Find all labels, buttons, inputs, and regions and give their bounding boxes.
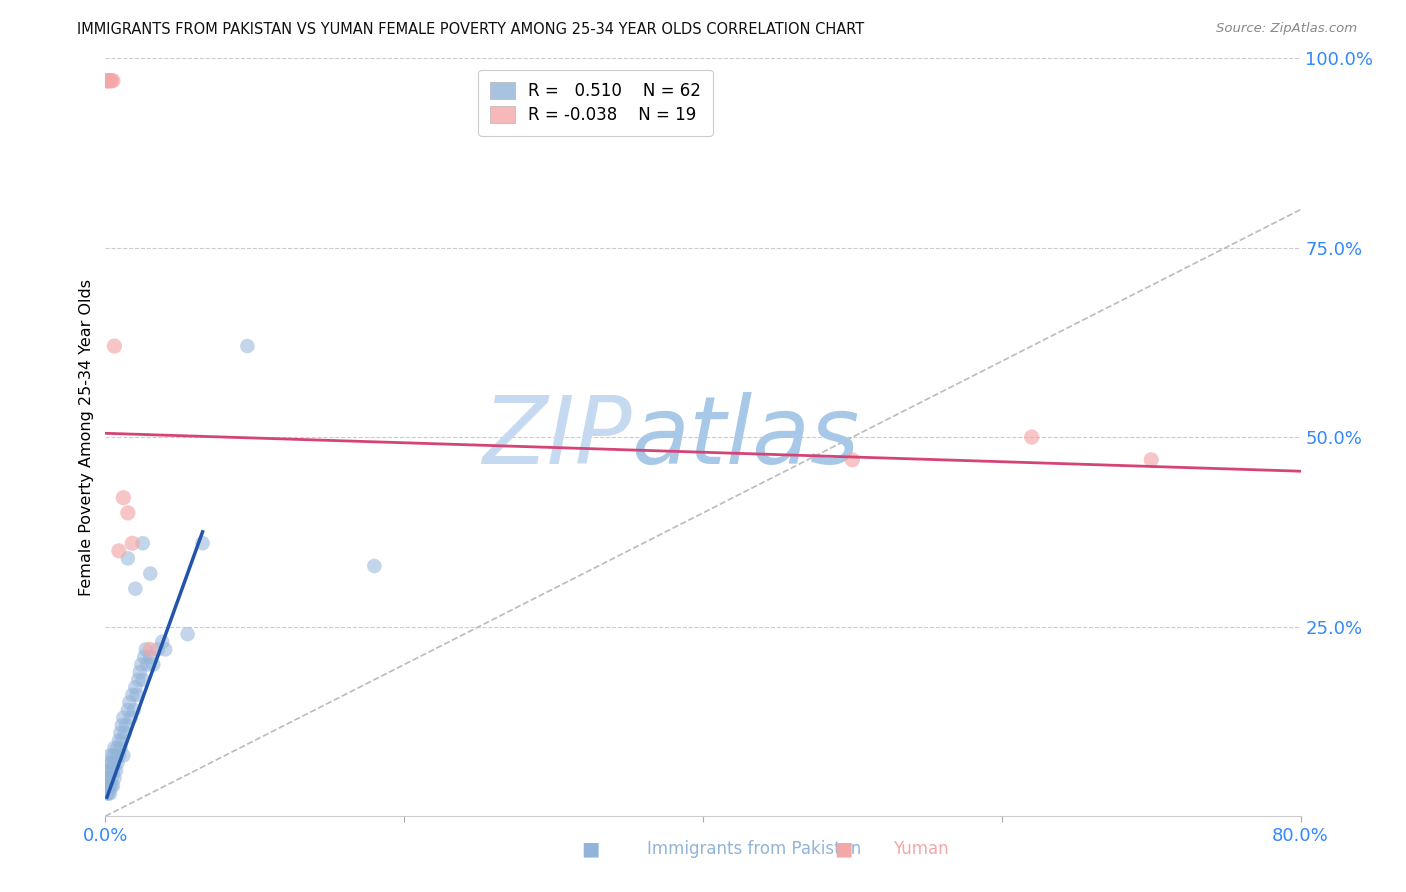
Point <box>96 787 118 801</box>
Point <box>127 673 149 687</box>
Y-axis label: Female Poverty Among 25-34 Year Olds: Female Poverty Among 25-34 Year Olds <box>79 278 94 596</box>
Point <box>139 642 162 657</box>
Point <box>132 536 155 550</box>
Point <box>103 740 125 755</box>
Point <box>1140 453 1163 467</box>
Point <box>97 787 120 801</box>
Point <box>134 649 156 664</box>
Point <box>101 73 124 87</box>
Point <box>112 491 135 505</box>
Point <box>118 696 141 710</box>
Point <box>97 771 120 786</box>
Point <box>96 771 118 786</box>
Point <box>103 771 125 786</box>
Point <box>117 506 139 520</box>
Point <box>101 764 124 778</box>
Point <box>96 779 118 793</box>
Point <box>98 779 121 793</box>
Point <box>121 536 143 550</box>
Point <box>97 73 120 87</box>
Point <box>98 73 121 87</box>
Point <box>363 558 385 573</box>
Point <box>96 73 118 87</box>
Text: atlas: atlas <box>631 392 859 483</box>
Point <box>122 703 145 717</box>
Point <box>111 718 134 732</box>
Point <box>97 756 120 771</box>
Point <box>125 688 148 702</box>
Point <box>117 551 139 566</box>
Point <box>129 657 153 672</box>
Point <box>101 748 124 763</box>
Point <box>115 718 138 732</box>
Point <box>124 680 146 694</box>
Point <box>100 73 122 87</box>
Point <box>841 453 863 467</box>
Text: ■: ■ <box>581 839 600 859</box>
Point <box>97 779 120 793</box>
Point <box>110 726 132 740</box>
Text: ZIP: ZIP <box>482 392 631 483</box>
Point <box>155 642 177 657</box>
Point <box>100 771 122 786</box>
Point <box>121 688 143 702</box>
Point <box>98 764 121 778</box>
Point <box>146 642 169 657</box>
Text: IMMIGRANTS FROM PAKISTAN VS YUMAN FEMALE POVERTY AMONG 25-34 YEAR OLDS CORRELATI: IMMIGRANTS FROM PAKISTAN VS YUMAN FEMALE… <box>77 22 865 37</box>
Legend: R =   0.510    N = 62, R = -0.038    N = 19: R = 0.510 N = 62, R = -0.038 N = 19 <box>478 70 713 136</box>
Point <box>1021 430 1043 444</box>
Text: Source: ZipAtlas.com: Source: ZipAtlas.com <box>1216 22 1357 36</box>
Point <box>142 657 165 672</box>
Point <box>176 627 198 641</box>
Point <box>111 733 134 747</box>
Point <box>104 764 127 778</box>
Point <box>108 543 131 558</box>
Point <box>107 740 129 755</box>
Point <box>191 536 214 550</box>
Point <box>117 703 139 717</box>
Point <box>120 710 142 724</box>
Point <box>101 779 124 793</box>
Point <box>107 756 129 771</box>
Point <box>139 566 162 581</box>
Point <box>150 635 173 649</box>
Text: Yuman: Yuman <box>893 840 949 858</box>
Point <box>124 582 146 596</box>
Point <box>98 748 121 763</box>
Point <box>236 339 259 353</box>
Point <box>135 642 157 657</box>
Point <box>98 73 121 87</box>
Point <box>108 733 131 747</box>
Point <box>98 787 121 801</box>
Point <box>112 710 135 724</box>
Text: Immigrants from Pakistan: Immigrants from Pakistan <box>647 840 860 858</box>
Point <box>104 748 127 763</box>
Point <box>100 779 122 793</box>
Point <box>139 649 162 664</box>
Point <box>128 665 150 680</box>
Point <box>96 73 118 87</box>
Point <box>112 748 135 763</box>
Text: ■: ■ <box>834 839 853 859</box>
Point <box>103 756 125 771</box>
Point <box>136 657 159 672</box>
Point <box>96 764 118 778</box>
Point <box>110 740 132 755</box>
Point <box>114 726 136 740</box>
Point <box>108 748 131 763</box>
Point <box>132 673 155 687</box>
Point <box>100 756 122 771</box>
Point <box>103 339 125 353</box>
Point <box>96 73 118 87</box>
